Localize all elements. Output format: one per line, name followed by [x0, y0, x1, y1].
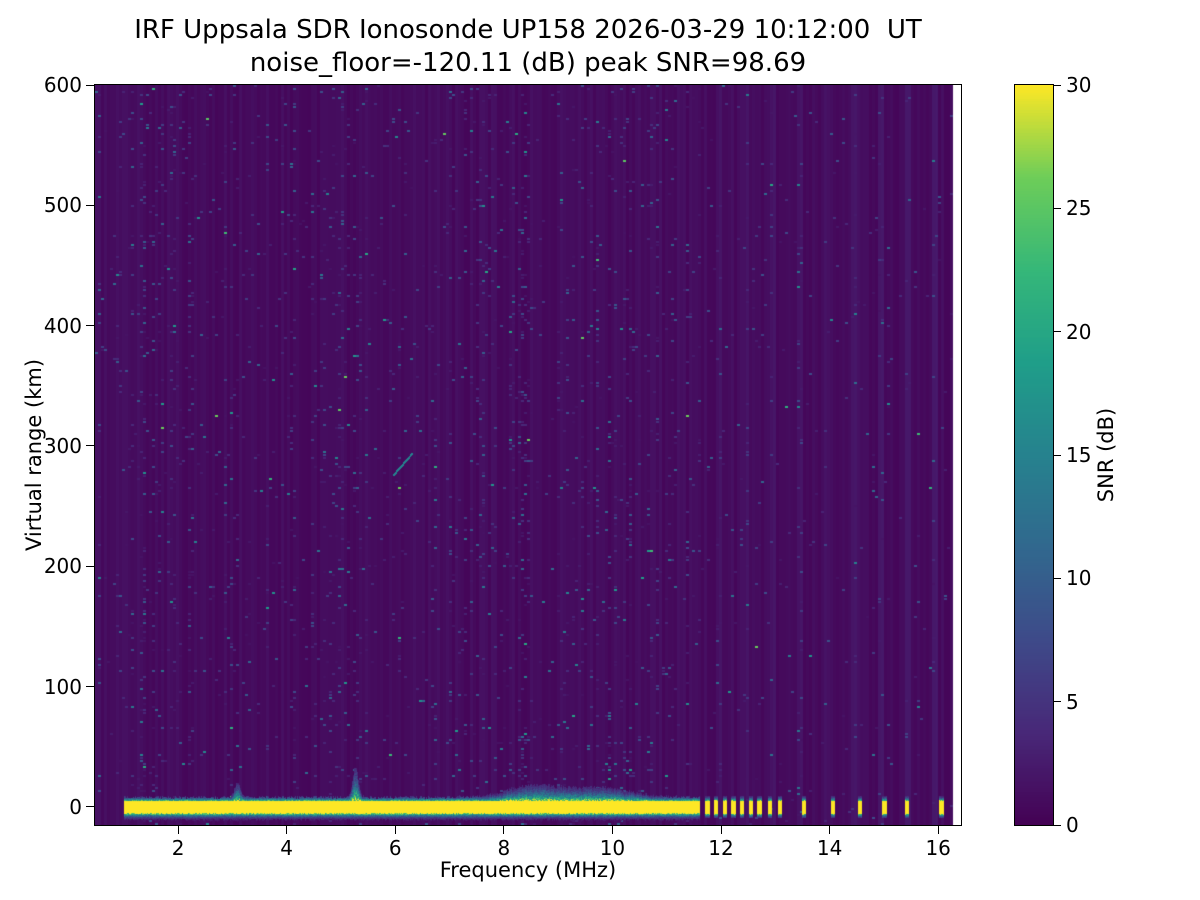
- x-tick-mark: [937, 826, 939, 834]
- colorbar-label: SNR (dB): [1094, 407, 1118, 503]
- x-tick-mark: [286, 826, 288, 834]
- chart-subtitle: noise_floor=-120.11 (dB) peak SNR=98.69: [249, 48, 807, 78]
- x-tick-label: 12: [708, 836, 734, 860]
- x-axis-label: Frequency (MHz): [439, 858, 617, 882]
- x-tick-label: 14: [816, 836, 843, 860]
- colorbar-tick-label: 0: [1066, 813, 1079, 837]
- colorbar-tick-label: 10: [1066, 566, 1092, 591]
- x-tick-mark: [177, 826, 179, 834]
- y-tick-mark: [86, 445, 94, 447]
- x-tick-mark: [720, 826, 722, 834]
- x-tick-mark: [503, 826, 505, 834]
- ionogram-heatmap: [95, 85, 961, 825]
- y-axis-label: Virtual range (km): [22, 358, 46, 552]
- colorbar-tick-mark: [1054, 454, 1061, 456]
- y-tick-label: 300: [43, 433, 82, 458]
- y-tick-label: 0: [69, 794, 82, 819]
- colorbar-tick-label: 30: [1066, 73, 1092, 97]
- x-tick-label: 4: [280, 836, 294, 860]
- colorbar-tick-label: 5: [1066, 689, 1079, 714]
- y-tick-label: 200: [43, 554, 82, 579]
- y-tick-mark: [86, 686, 94, 688]
- colorbar-tick-mark: [1054, 701, 1061, 703]
- colorbar-tick-mark: [1054, 577, 1061, 579]
- title-block: IRF Uppsala SDR Ionosonde UP158 2026-03-…: [95, 14, 961, 80]
- y-tick-mark: [86, 565, 94, 567]
- colorbar-tick-label: 25: [1066, 196, 1092, 221]
- chart-title: IRF Uppsala SDR Ionosonde UP158 2026-03-…: [134, 15, 922, 45]
- y-tick-label: 400: [43, 313, 82, 338]
- y-tick-mark: [86, 84, 94, 86]
- colorbar-tick-mark: [1054, 331, 1061, 333]
- colorbar-tick-mark: [1054, 84, 1061, 86]
- colorbar-tick-label: 15: [1066, 443, 1092, 467]
- colorbar-tick-mark: [1054, 824, 1061, 826]
- x-tick-mark: [611, 826, 613, 834]
- y-tick-mark: [86, 806, 94, 808]
- x-tick-label: 10: [599, 836, 626, 860]
- x-tick-label: 2: [171, 836, 185, 860]
- colorbar-tick-mark: [1054, 207, 1061, 209]
- x-tick-label: 6: [388, 836, 402, 860]
- y-tick-mark: [86, 325, 94, 327]
- x-tick-mark: [829, 826, 831, 834]
- y-tick-label: 600: [43, 73, 82, 97]
- y-tick-label: 500: [43, 193, 82, 218]
- colorbar-tick-label: 20: [1066, 319, 1092, 344]
- y-tick-label: 100: [43, 674, 82, 699]
- y-tick-mark: [86, 204, 94, 206]
- x-tick-mark: [394, 826, 396, 834]
- x-tick-label: 8: [497, 836, 511, 860]
- x-tick-label: 16: [925, 836, 951, 860]
- colorbar-gradient: [1015, 85, 1053, 825]
